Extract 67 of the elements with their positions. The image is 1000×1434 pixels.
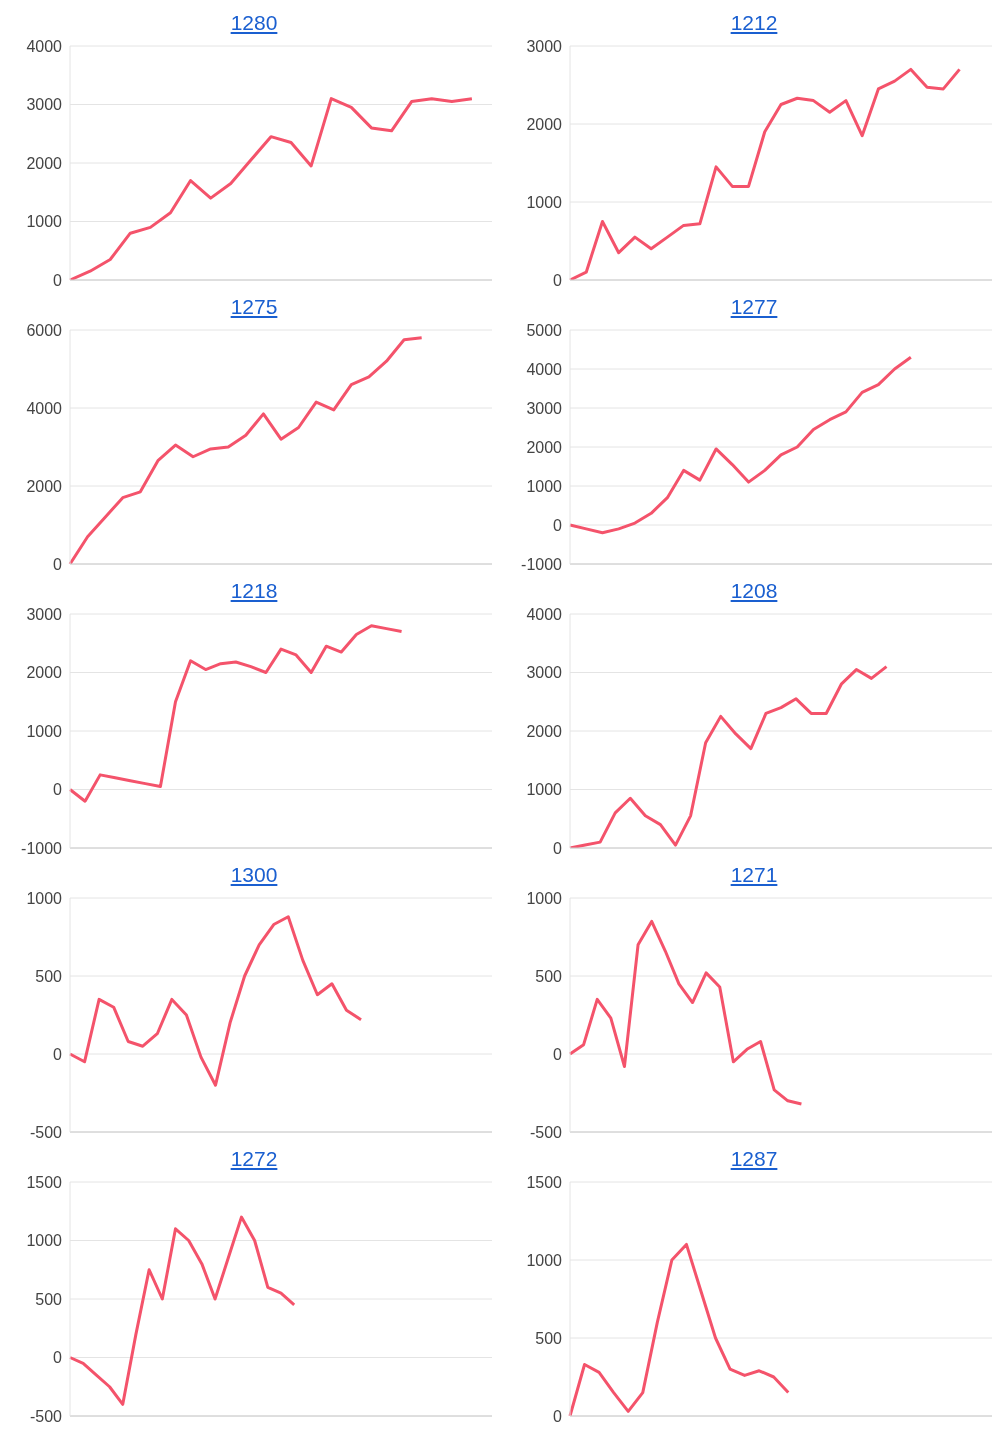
y-tick-label: 0 (553, 1407, 563, 1425)
y-tick-label: 4000 (526, 605, 563, 623)
y-tick-label: -500 (29, 1123, 63, 1141)
y-tick-label: 1000 (26, 213, 63, 231)
line-series (68, 915, 363, 1087)
y-tick-label: 4000 (26, 399, 63, 417)
y-tick-label: 3000 (526, 399, 563, 417)
y-tick-label: 1000 (526, 1251, 563, 1269)
chart-title: 1212 (729, 10, 779, 36)
y-tick-label: 2000 (26, 477, 63, 495)
y-tick-label: 0 (53, 1349, 63, 1367)
y-tick-label: 500 (35, 967, 63, 985)
chart-title: 1277 (729, 294, 779, 320)
line-series (568, 919, 803, 1106)
y-tick-label: -500 (529, 1123, 563, 1141)
chart-title: 1218 (229, 578, 279, 604)
y-tick-label: 0 (553, 839, 563, 857)
y-tick-label: 500 (535, 1329, 563, 1347)
y-tick-label: 4000 (526, 360, 563, 378)
y-tick-label: 3000 (26, 96, 63, 114)
line-series (568, 355, 913, 535)
y-tick-label: 1000 (26, 722, 63, 740)
y-tick-label: 1000 (526, 477, 563, 495)
y-tick-label: 500 (35, 1290, 63, 1308)
y-tick-label: 1500 (526, 1173, 563, 1191)
y-tick-label: 0 (53, 555, 63, 573)
line-series (568, 665, 888, 848)
y-tick-label: 2000 (526, 722, 563, 740)
y-tick-label: 1500 (26, 1173, 63, 1191)
y-tick-label: 6000 (26, 321, 63, 339)
line-series (68, 624, 404, 803)
y-tick-label: 2000 (526, 115, 563, 133)
y-tick-label: 3000 (526, 37, 563, 55)
y-tick-label: 1000 (526, 781, 563, 799)
y-tick-label: 3000 (526, 664, 563, 682)
y-tick-label: 1000 (26, 1232, 63, 1250)
y-tick-label: 3000 (26, 605, 63, 623)
line-series (568, 1242, 790, 1416)
chart-title: 1271 (729, 862, 779, 888)
y-tick-label: 0 (553, 516, 563, 534)
line-series (68, 1215, 296, 1406)
y-tick-label: 2000 (26, 154, 63, 172)
y-tick-label: -1000 (521, 555, 563, 573)
chart-title: 1280 (229, 10, 279, 36)
y-tick-label: 2000 (526, 438, 563, 456)
y-tick-label: 0 (553, 1045, 563, 1063)
chart-title: 1300 (229, 862, 279, 888)
y-tick-label: 0 (53, 1045, 63, 1063)
chart-title: 1287 (729, 1146, 779, 1172)
y-tick-label: 0 (53, 781, 63, 799)
y-tick-label: 5000 (526, 321, 563, 339)
y-tick-label: 0 (53, 271, 63, 289)
y-tick-label: 2000 (26, 664, 63, 682)
y-tick-label: 1000 (526, 193, 563, 211)
chart-title: 1272 (229, 1146, 279, 1172)
y-tick-label: 1000 (526, 889, 563, 907)
line-series (568, 67, 962, 280)
line-series (68, 97, 474, 280)
y-tick-label: 500 (535, 967, 563, 985)
y-tick-label: 4000 (26, 37, 63, 55)
chart-title: 1275 (229, 294, 279, 320)
y-tick-label: -1000 (21, 839, 63, 857)
chart-title: 1208 (729, 578, 779, 604)
y-tick-label: 0 (553, 271, 563, 289)
y-tick-label: -500 (29, 1407, 63, 1425)
y-tick-label: 1000 (26, 889, 63, 907)
line-series (68, 336, 424, 564)
